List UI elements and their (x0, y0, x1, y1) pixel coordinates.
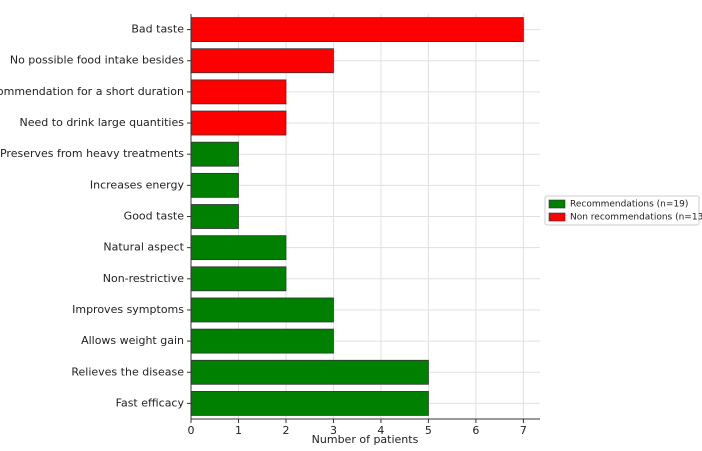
y-tick-label: Allows weight gain (81, 334, 184, 347)
x-tick-label: 0 (188, 424, 195, 437)
y-tick-label: Need to drink large quantities (20, 116, 185, 129)
legend-swatch (548, 199, 566, 209)
bar (190, 359, 429, 385)
x-tick-label: 6 (472, 424, 479, 437)
x-tick-label: 4 (377, 424, 384, 437)
bar (190, 79, 287, 105)
bar (190, 391, 429, 416)
y-tick-label: Relieves the disease (71, 365, 184, 378)
x-tick-label: 7 (520, 424, 527, 437)
bar (190, 297, 334, 323)
y-tick-label: Good taste (124, 210, 185, 223)
bar (190, 141, 239, 167)
bar (190, 110, 287, 136)
bar (190, 235, 287, 261)
x-tick-label: 5 (425, 424, 432, 437)
y-tick-label: Fast efficacy (116, 396, 185, 409)
legend-label: Non recommendations (n=13) (570, 213, 702, 223)
y-tick-label: Natural aspect (103, 241, 184, 254)
y-tick-label: Bad taste (131, 23, 184, 36)
y-tick-label: Improves symptoms (72, 303, 184, 316)
legend-swatch (548, 212, 566, 222)
bar (190, 204, 239, 229)
y-tick-label: Recommendation for a short duration (0, 85, 184, 98)
y-tick-label: No possible food intake besides (10, 54, 184, 67)
bar (190, 266, 287, 292)
y-tick-label: Preserves from heavy treatments (0, 147, 184, 160)
y-tick-label: Increases energy (90, 178, 185, 191)
x-tick-label: 1 (235, 424, 242, 437)
bar (190, 17, 524, 42)
legend-box (544, 195, 700, 226)
x-axis-label: Number of patients (312, 433, 419, 446)
bar (190, 48, 334, 74)
bar (190, 172, 239, 198)
bar (190, 328, 334, 354)
x-tick-label: 3 (330, 424, 337, 437)
y-tick-label: Non-restrictive (103, 272, 184, 285)
legend-label: Recommendations (n=19) (570, 200, 688, 210)
x-tick-label: 2 (282, 424, 289, 437)
